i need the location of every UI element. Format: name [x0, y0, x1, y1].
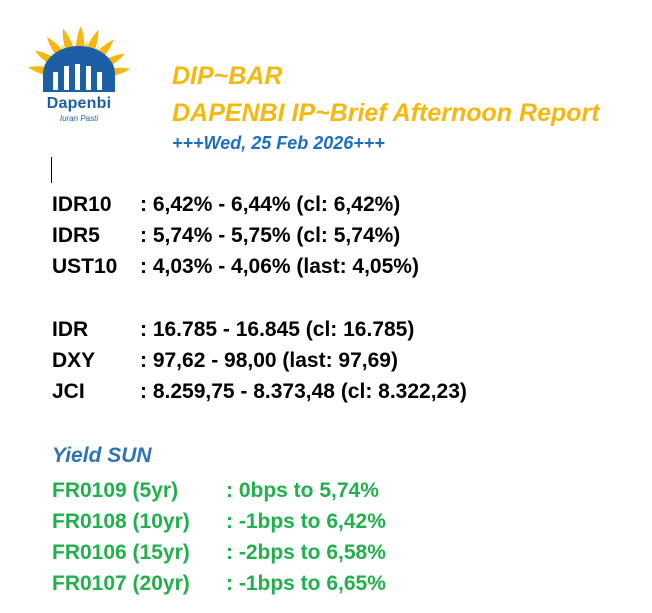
text-cursor: [51, 157, 52, 183]
market-value: : 8.259,75 - 8.373,48 (cl: 8.322,23): [140, 380, 467, 403]
yield-value: : -1bps to 6,65%: [226, 572, 386, 595]
yield-value: : 0bps to 5,74%: [226, 479, 379, 502]
market-label: IDR: [52, 318, 89, 341]
report-date: +++Wed, 25 Feb 2026+++: [172, 133, 385, 153]
rate-value: : 6,42% - 6,44% (cl: 6,42%): [140, 193, 401, 216]
market-label: JCI: [52, 380, 85, 403]
yield-value: : -1bps to 6,42%: [226, 510, 386, 533]
rate-label: IDR5: [52, 224, 100, 247]
logo-name: Dapenbi: [46, 95, 112, 112]
rate-value: : 4,03% - 4,06% (last: 4,05%): [140, 255, 419, 278]
logo-tagline: Iuran Pasti: [59, 114, 99, 123]
rate-label: UST10: [52, 255, 118, 278]
report-subtitle: DAPENBI IP~Brief Afternoon Report: [172, 99, 600, 127]
rate-label: IDR10: [52, 193, 112, 216]
yield-sun-title: Yield SUN: [52, 444, 152, 467]
yield-label: FR0109 (5yr): [52, 479, 179, 502]
yield-value: : -2bps to 6,58%: [226, 541, 386, 564]
rate-value: : 5,74% - 5,75% (cl: 5,74%): [140, 224, 401, 247]
market-value: : 16.785 - 16.845 (cl: 16.785): [140, 318, 415, 341]
dapenbi-logo: Dapenbi Iuran Pasti: [14, 16, 154, 128]
report-title: DIP~BAR: [172, 62, 283, 90]
dapenbi-sun-building-logo-icon: [28, 26, 131, 92]
yield-label: FR0106 (15yr): [52, 541, 190, 564]
market-label: DXY: [52, 349, 96, 372]
yield-label: FR0108 (10yr): [52, 510, 190, 533]
market-value: : 97,62 - 98,00 (last: 97,69): [140, 349, 398, 372]
yield-label: FR0107 (20yr): [52, 572, 190, 595]
